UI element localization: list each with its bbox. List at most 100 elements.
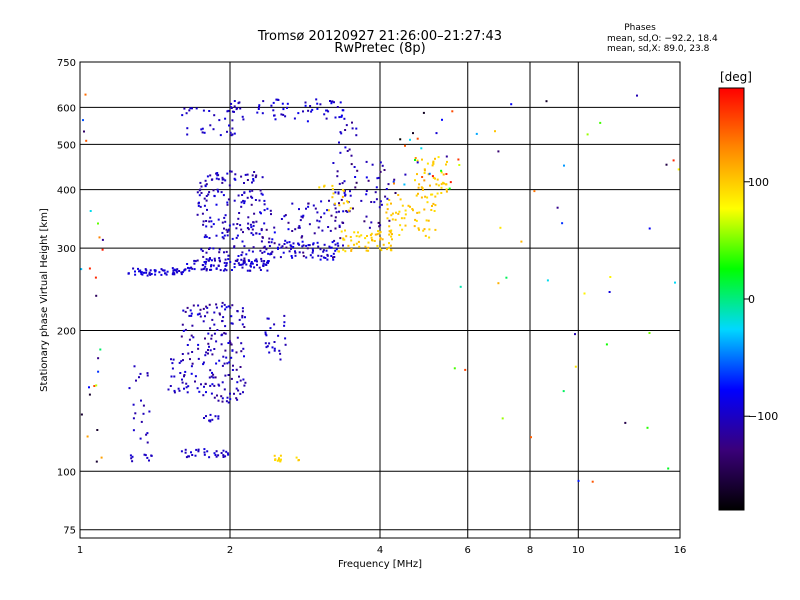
data-point xyxy=(236,258,239,261)
data-point xyxy=(230,170,233,173)
data-point xyxy=(277,334,280,337)
data-point xyxy=(363,220,366,223)
data-point xyxy=(240,228,243,231)
data-point xyxy=(199,308,202,311)
data-point xyxy=(241,307,244,310)
data-point xyxy=(354,176,357,178)
data-point xyxy=(343,238,346,241)
data-point xyxy=(142,412,145,415)
data-point xyxy=(249,223,252,226)
data-point xyxy=(224,349,227,352)
data-point xyxy=(221,333,224,336)
data-point xyxy=(376,177,379,180)
data-point xyxy=(139,372,142,375)
data-point xyxy=(197,304,200,307)
x-tick-label: 2 xyxy=(227,545,233,556)
data-point xyxy=(160,268,163,271)
data-point xyxy=(243,191,246,194)
data-point xyxy=(191,351,194,353)
data-point xyxy=(241,323,244,326)
data-point xyxy=(562,390,565,393)
data-point xyxy=(241,194,244,196)
data-point xyxy=(221,181,224,184)
data-point xyxy=(417,227,420,230)
data-point xyxy=(220,452,223,454)
data-point xyxy=(286,106,288,109)
data-point xyxy=(268,351,271,354)
data-point xyxy=(243,182,245,184)
data-point xyxy=(257,108,260,110)
data-point xyxy=(220,395,223,398)
data-point xyxy=(316,219,319,222)
data-point xyxy=(332,252,335,255)
data-point xyxy=(221,221,224,224)
data-point xyxy=(200,128,203,131)
data-point xyxy=(237,255,240,257)
x-tick-label: 10 xyxy=(572,545,585,556)
data-point xyxy=(221,397,224,400)
data-point xyxy=(280,113,283,116)
data-point xyxy=(308,223,311,226)
data-point xyxy=(80,413,83,416)
data-point xyxy=(338,202,340,205)
data-point xyxy=(227,198,230,201)
data-point xyxy=(226,362,229,365)
data-point xyxy=(211,318,214,321)
data-point xyxy=(254,259,256,262)
data-point xyxy=(225,250,228,253)
data-point xyxy=(387,183,390,186)
data-point xyxy=(171,267,174,270)
data-point xyxy=(432,160,435,163)
data-point xyxy=(245,253,248,256)
data-point xyxy=(165,273,168,276)
data-point xyxy=(189,358,191,361)
data-point xyxy=(328,199,330,202)
data-point xyxy=(397,194,400,196)
phase-stats-o: mean, sd,O: −92.2, 18.4 xyxy=(607,34,718,44)
data-point xyxy=(150,454,153,457)
data-point xyxy=(227,229,230,232)
data-point xyxy=(202,223,205,226)
data-point xyxy=(233,266,236,269)
data-point xyxy=(294,254,297,257)
data-point xyxy=(208,345,210,348)
data-point xyxy=(209,369,212,372)
data-point xyxy=(388,242,390,245)
data-point xyxy=(238,101,241,104)
data-point xyxy=(240,205,243,208)
data-point xyxy=(205,391,207,394)
data-point xyxy=(193,259,196,262)
data-point xyxy=(223,332,226,335)
data-point xyxy=(351,127,354,130)
data-point xyxy=(325,249,328,252)
data-point xyxy=(319,248,322,251)
data-point xyxy=(95,384,98,387)
data-point xyxy=(423,169,426,172)
data-point xyxy=(253,171,256,173)
data-point xyxy=(326,109,328,112)
data-point xyxy=(332,258,335,261)
data-point xyxy=(386,203,389,206)
data-point xyxy=(204,234,207,237)
data-point xyxy=(343,191,346,194)
data-point xyxy=(217,415,220,418)
data-point xyxy=(341,109,344,112)
data-point xyxy=(149,273,152,276)
data-point xyxy=(342,237,345,240)
data-point xyxy=(211,383,214,386)
data-point xyxy=(237,194,240,197)
data-point xyxy=(370,201,373,203)
data-point xyxy=(301,245,304,248)
data-point xyxy=(204,315,206,318)
data-point xyxy=(373,201,376,204)
data-point xyxy=(163,269,166,272)
data-point xyxy=(231,237,234,240)
colorbar-ticks: 100 0 −100 xyxy=(744,176,778,423)
y-tick-label: 750 xyxy=(57,58,76,69)
data-point xyxy=(226,172,229,175)
data-point xyxy=(356,169,359,172)
data-point xyxy=(214,454,217,456)
data-point xyxy=(294,228,297,231)
data-point xyxy=(188,269,191,272)
data-point xyxy=(228,124,230,127)
